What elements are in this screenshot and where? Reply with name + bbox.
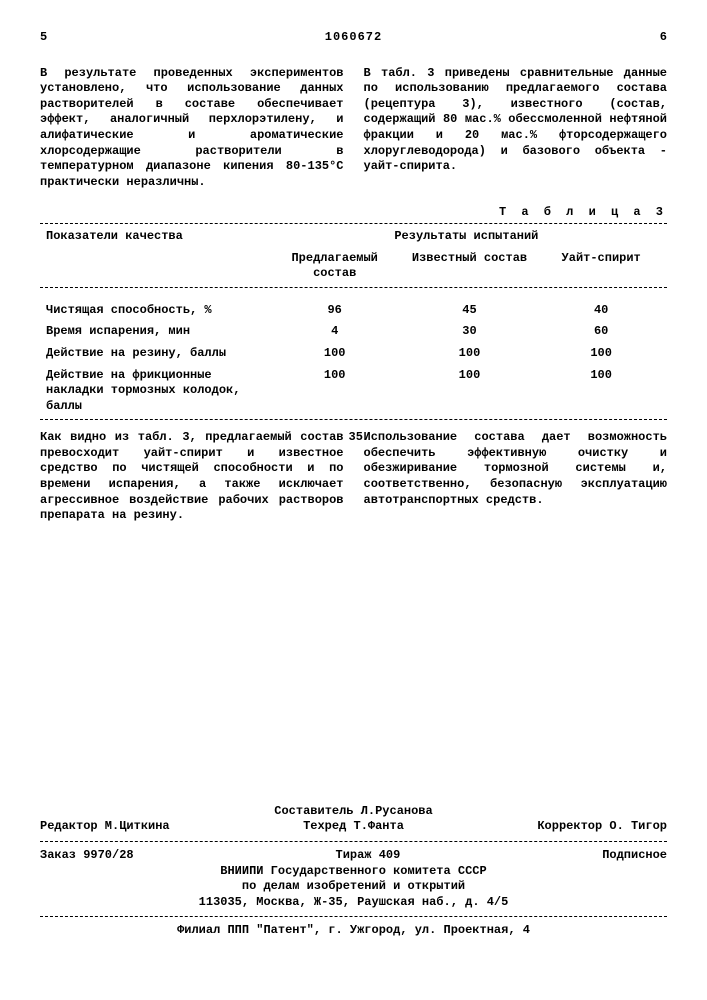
tirazh: Тираж 409 xyxy=(336,848,401,864)
bottom-left-col: Как видно из табл. 3, предлагаемый соста… xyxy=(40,430,344,524)
subheader-2: Известный состав xyxy=(404,248,536,285)
cell: 30 xyxy=(404,321,536,343)
results-table: Показатели качества Результаты испытаний… xyxy=(40,226,667,417)
table-row: Действие на фрикционные накладки тормозн… xyxy=(40,365,667,418)
cell: 100 xyxy=(535,343,667,365)
org1: ВНИИПИ Государственного комитета СССР xyxy=(40,864,667,880)
top-right-text: В табл. 3 приведены сравнительные данные… xyxy=(364,66,668,174)
doc-number: 1060672 xyxy=(325,30,382,46)
editorial-row: Редактор М.Циткина Техред Т.Фанта Коррек… xyxy=(40,819,667,835)
table-top-rule xyxy=(40,223,667,224)
cell: 100 xyxy=(404,343,536,365)
addr2: Филиал ППП "Патент", г. Ужгород, ул. Про… xyxy=(40,923,667,939)
editor: Редактор М.Циткина xyxy=(40,819,170,835)
table-row: Время испарения, мин 4 30 60 xyxy=(40,321,667,343)
page-num-left: 5 xyxy=(40,30,47,46)
cell: 4 xyxy=(266,321,404,343)
cell: 100 xyxy=(535,365,667,418)
footer-rule-1 xyxy=(40,841,667,842)
cell: 40 xyxy=(535,300,667,322)
techred: Техред Т.Фанта xyxy=(303,819,404,835)
top-paragraphs: В результате проведенных экспериментов у… xyxy=(40,66,667,191)
subscription: Подписное xyxy=(602,848,667,864)
table-row: Чистящая способность, % 96 45 40 xyxy=(40,300,667,322)
cell: 100 xyxy=(266,365,404,418)
cell: 100 xyxy=(266,343,404,365)
col-header-main: Показатели качества xyxy=(40,226,266,285)
page-num-right: 6 xyxy=(660,30,667,46)
table-row: Действие на резину, баллы 100 100 100 xyxy=(40,343,667,365)
top-left-col: В результате проведенных экспериментов у… xyxy=(40,66,344,191)
org2: по делам изобретений и открытий xyxy=(40,879,667,895)
bottom-left-text: Как видно из табл. 3, предлагаемый соста… xyxy=(40,430,344,522)
addr1: 113035, Москва, Ж-35, Раушская наб., д. … xyxy=(40,895,667,911)
row-label: Действие на фрикционные накладки тормозн… xyxy=(40,365,266,418)
line-mark: 35 xyxy=(349,430,363,446)
footer-rule-2 xyxy=(40,916,667,917)
row-label: Время испарения, мин xyxy=(40,321,266,343)
table-label: Т а б л и ц а 3 xyxy=(40,205,667,221)
top-left-text: В результате проведенных экспериментов у… xyxy=(40,66,344,189)
table-bottom-rule xyxy=(40,419,667,420)
bottom-right-text: Использование состава дает возможность о… xyxy=(364,430,668,506)
top-right-col: В табл. 3 приведены сравнительные данные… xyxy=(364,66,668,191)
cell: 45 xyxy=(404,300,536,322)
cell: 100 xyxy=(404,365,536,418)
page-header: 5 1060672 6 xyxy=(40,30,667,46)
bottom-paragraphs: Как видно из табл. 3, предлагаемый соста… xyxy=(40,430,667,524)
corrector: Корректор О. Тигор xyxy=(537,819,667,835)
subheader-1: Предлагаемый состав xyxy=(266,248,404,285)
footer: Составитель Л.Русанова Редактор М.Циткин… xyxy=(40,804,667,939)
cell: 60 xyxy=(535,321,667,343)
order: Заказ 9970/28 xyxy=(40,848,134,864)
bottom-right-col: 35 Использование состава дает возможност… xyxy=(364,430,668,524)
group-header: Результаты испытаний xyxy=(266,226,667,248)
cell: 96 xyxy=(266,300,404,322)
compiler: Составитель Л.Русанова xyxy=(40,804,667,820)
subheader-3: Уайт-спирит xyxy=(535,248,667,285)
row-label: Действие на резину, баллы xyxy=(40,343,266,365)
table-mid-rule xyxy=(40,287,667,288)
order-row: Заказ 9970/28 Тираж 409 Подписное xyxy=(40,848,667,864)
row-label: Чистящая способность, % xyxy=(40,300,266,322)
